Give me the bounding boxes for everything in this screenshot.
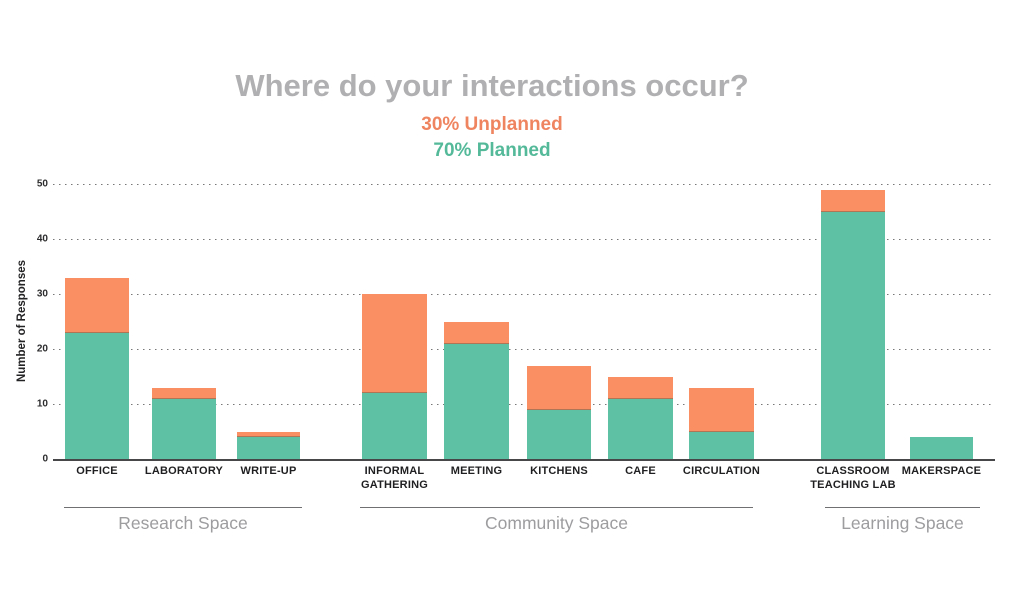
bar-segment-planned (527, 409, 591, 459)
category-label-line: CAFE (625, 465, 656, 477)
bar-segment-unplanned (444, 321, 509, 344)
category-label-line: GATHERING (361, 479, 428, 491)
group-label-community-space: Community Space (485, 513, 628, 533)
subtitle-planned: 70% Planned (433, 140, 551, 161)
bar-segment-unplanned (362, 294, 427, 393)
category-label-line: CLASSROOM (816, 465, 890, 477)
bar-segment-planned (910, 437, 973, 459)
category-label-line: MAKERSPACE (901, 465, 982, 477)
category-label-makerspace: MAKERSPACE (882, 464, 1002, 478)
subtitle-unplanned: 30% Unplanned (421, 114, 563, 135)
bar-kitchens (527, 365, 591, 459)
bar-makerspace (910, 437, 973, 459)
chart-title: Where do your interactions occur? (235, 68, 749, 103)
category-label-meeting: MEETING (417, 464, 537, 478)
bar-segment-unplanned (237, 431, 300, 437)
category-label-line: TEACHING LAB (810, 479, 896, 491)
bar-office (65, 277, 129, 459)
bar-segment-planned (444, 343, 509, 459)
category-label-informal-gathering: INFORMAL GATHERING (335, 464, 455, 492)
bar-segment-planned (237, 437, 300, 459)
bar-segment-unplanned (152, 387, 216, 399)
bar-segment-planned (65, 332, 129, 459)
category-label-line: MEETING (450, 465, 503, 477)
bar-laboratory (152, 387, 216, 459)
category-label-circulation: CIRCULATION (662, 464, 782, 478)
bar-circulation (689, 387, 754, 459)
group-underline-community-space (360, 507, 753, 508)
category-label-cafe: CAFE (581, 464, 701, 478)
bar-segment-planned (821, 211, 885, 459)
y-tick-label-50: 50 (36, 178, 48, 190)
group-underline-learning-space (825, 507, 980, 508)
x-axis-line (53, 459, 995, 461)
bar-segment-planned (689, 431, 754, 459)
bar-cafe (608, 376, 673, 459)
y-tick-label-0: 0 (42, 453, 48, 465)
bar-segment-unplanned (821, 189, 885, 212)
bar-segment-planned (152, 398, 216, 459)
bar-segment-unplanned (527, 365, 591, 410)
category-label-office: OFFICE (37, 464, 157, 478)
y-tick-label-20: 20 (36, 343, 48, 355)
group-underline-research-space (64, 507, 302, 508)
bar-write-up (237, 431, 300, 459)
category-label-line: WRITE-UP (240, 465, 297, 477)
bar-classroom-teaching-lab (821, 189, 885, 459)
bar-segment-planned (608, 398, 673, 459)
group-label-learning-space: Learning Space (841, 513, 964, 533)
y-tick-label-30: 30 (36, 288, 48, 300)
category-label-line: CIRCULATION (682, 465, 761, 477)
gridline-y10 (53, 404, 993, 405)
gridline-y40 (53, 239, 993, 240)
gridline-y30 (53, 294, 993, 295)
bar-segment-unplanned (608, 376, 673, 399)
gridline-y20 (53, 349, 993, 350)
category-label-line: KITCHENS (530, 465, 588, 477)
y-tick-label-40: 40 (36, 233, 48, 245)
bar-segment-unplanned (689, 387, 754, 432)
category-label-kitchens: KITCHENS (499, 464, 619, 478)
gridline-y50 (53, 184, 993, 185)
bar-segment-unplanned (65, 277, 129, 333)
category-label-classroom-teaching-lab: CLASSROOM TEACHING LAB (793, 464, 913, 492)
y-axis-title: Number of Responses (16, 259, 28, 383)
bar-informal-gathering (362, 294, 427, 459)
y-tick-label-10: 10 (36, 398, 48, 410)
category-label-line: INFORMAL (364, 465, 425, 477)
category-label-line: OFFICE (76, 465, 118, 477)
bar-segment-planned (362, 393, 427, 459)
group-label-research-space: Research Space (118, 513, 248, 533)
category-label-laboratory: LABORATORY (124, 464, 244, 478)
category-label-line: LABORATORY (144, 465, 224, 477)
bar-meeting (444, 321, 509, 459)
category-label-write-up: WRITE-UP (209, 464, 329, 478)
